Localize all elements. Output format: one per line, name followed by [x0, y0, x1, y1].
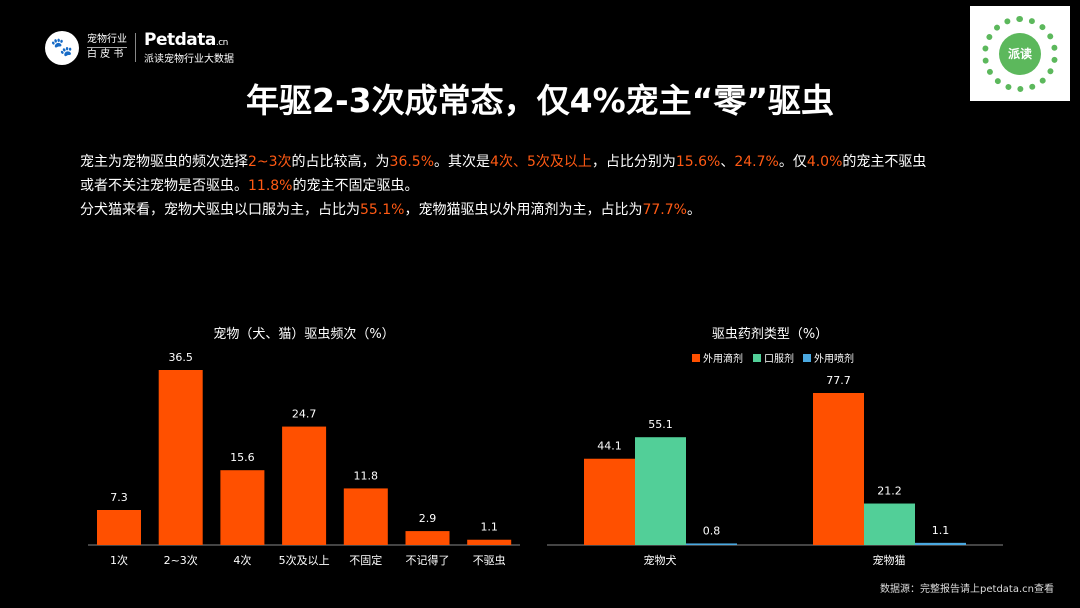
highlight-text: 2~3次	[248, 154, 292, 170]
summary-paragraph: 宠主为宠物驱虫的频次选择2~3次的占比较高，为36.5%。其次是4次、5次及以上…	[80, 150, 1040, 222]
legend-swatch	[753, 354, 761, 362]
legend-label: 口服剂	[764, 352, 794, 365]
legend-label: 外用喷剂	[814, 352, 854, 365]
bar	[584, 458, 635, 545]
data-label: 21.2	[877, 485, 902, 498]
text-segment: 的宠主不固定驱虫。	[292, 178, 419, 194]
data-label: 7.3	[110, 491, 128, 504]
data-label: 2.9	[419, 512, 437, 525]
highlight-text: 24.7%	[734, 154, 779, 170]
data-label: 1.1	[480, 521, 498, 534]
data-label: 11.8	[354, 469, 379, 482]
logo: 🐾 宠物行业 白 皮 书 Petdata.cn 派读宠物行业大数据	[45, 30, 234, 65]
brand: Petdata.cn 派读宠物行业大数据	[144, 30, 234, 65]
text-segment: 。仅	[778, 154, 807, 170]
text-segment: 、	[720, 154, 735, 170]
text-segment: 或者不关注宠物是否驱虫。	[80, 178, 248, 194]
logo-line2: 白 皮 书	[87, 49, 124, 60]
legend-swatch	[803, 354, 811, 362]
bar	[467, 539, 512, 545]
bar	[686, 543, 737, 545]
bar	[97, 510, 141, 545]
highlight-text: 11.8%	[248, 178, 293, 194]
bar	[915, 542, 966, 545]
highlight-text: 36.5%	[389, 154, 435, 170]
tick-label: 4次	[233, 553, 251, 567]
tick-label: 不驱虫	[473, 554, 506, 567]
text-segment: 的占比较高，为	[291, 154, 390, 170]
bar	[635, 437, 686, 545]
bar	[864, 503, 915, 545]
logo-line1: 宠物行业	[87, 33, 127, 48]
legend-label: 外用滴剂	[703, 352, 743, 365]
highlight-text: 77.7%	[642, 202, 687, 218]
bar	[405, 531, 450, 545]
tick-label: 不记得了	[406, 554, 450, 567]
summary-line-3: 分犬猫来看，宠物犬驱虫以口服为主，占比为55.1%，宠物猫驱虫以外用滴剂为主，占…	[80, 198, 1040, 222]
data-label: 36.5	[168, 351, 193, 364]
summary-line-1: 宠主为宠物驱虫的频次选择2~3次的占比较高，为36.5%。其次是4次、5次及以上…	[80, 150, 1040, 174]
source-note: 数据源：完整报告请上petdata.cn查看	[880, 584, 1054, 595]
text-segment: 宠主为宠物驱虫的频次选择	[80, 154, 248, 170]
data-label: 1.1	[932, 524, 950, 537]
tick-label: 不固定	[349, 553, 382, 567]
text-segment: 的宠主不驱虫	[842, 154, 927, 170]
data-label: 77.7	[826, 374, 851, 387]
logo-text: 宠物行业 白 皮 书	[87, 33, 136, 62]
bar	[343, 488, 388, 545]
tick-label: 宠物犬	[644, 553, 677, 567]
brand-name: Petdata	[144, 30, 216, 50]
data-label: 15.6	[230, 451, 255, 464]
page-title: 年驱2-3次成常态，仅4%宠主“零”驱虫	[245, 81, 835, 120]
text-segment: 分犬猫来看，宠物犬驱虫以口服为主，占比为	[80, 202, 360, 218]
pet-logo-icon: 🐾	[45, 30, 79, 65]
tick-label: 5次及以上	[279, 553, 330, 567]
text-segment: 。	[686, 202, 701, 218]
data-label: 24.7	[292, 408, 317, 421]
chart-title: 驱虫药剂类型（%）	[712, 327, 828, 342]
highlight-text: 15.6%	[675, 154, 721, 170]
summary-line-2: 或者不关注宠物是否驱虫。11.8%的宠主不固定驱虫。	[80, 174, 1040, 198]
brand-suffix: .cn	[215, 38, 229, 48]
highlight-text: 4次、5次及以上	[490, 154, 592, 170]
text-segment: ，宠物猫驱虫以外用滴剂为主，占比为	[404, 202, 643, 218]
data-label: 0.8	[703, 524, 721, 537]
highlight-text: 4.0%	[806, 154, 843, 170]
tick-label: 2~3次	[164, 553, 198, 567]
bar	[282, 426, 327, 545]
brand-tagline: 派读宠物行业大数据	[144, 54, 234, 65]
tick-label: 宠物猫	[873, 553, 906, 567]
highlight-text: 55.1%	[360, 202, 405, 218]
qr-label: 派读	[999, 32, 1041, 75]
bar	[158, 370, 203, 545]
legend-swatch	[692, 354, 700, 362]
bar	[813, 393, 864, 545]
qr-code-icon: 派读	[970, 6, 1070, 101]
text-segment: 。其次是	[434, 154, 491, 170]
text-segment: ，占比分别为	[591, 154, 676, 170]
tick-label: 1次	[110, 553, 128, 567]
bar	[220, 470, 265, 545]
data-label: 55.1	[648, 418, 673, 431]
chart-title: 宠物（犬、猫）驱虫频次（%）	[213, 326, 394, 342]
data-label: 44.1	[597, 440, 622, 453]
